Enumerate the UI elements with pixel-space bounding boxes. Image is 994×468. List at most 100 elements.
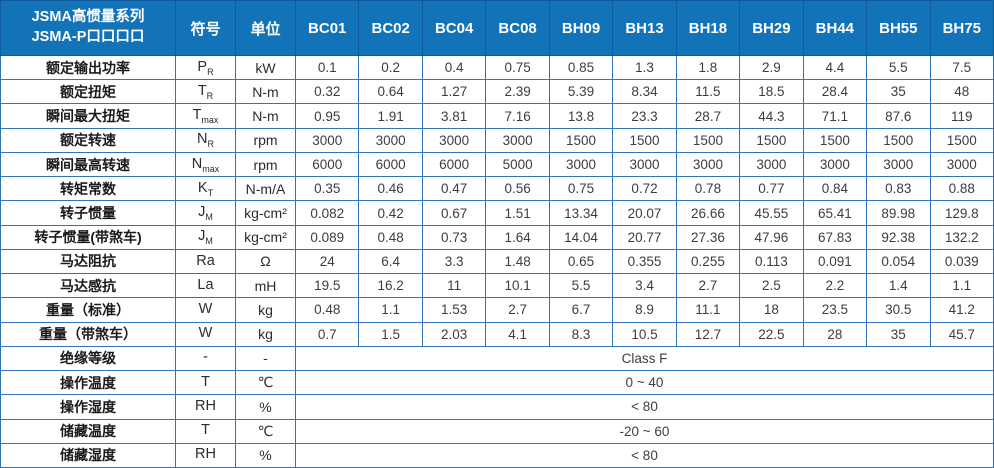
column-header-model: BC08 [485, 0, 550, 56]
cell-value: 1.53 [421, 297, 487, 323]
symbol-main: RH [195, 397, 216, 414]
symbol-main: T [201, 373, 210, 390]
cell-value: 0.355 [612, 248, 677, 275]
row-symbol: TR [175, 79, 236, 105]
cell-value: 2.7 [485, 297, 550, 323]
column-header-model: BH29 [739, 0, 804, 56]
cell-value: 3000 [739, 151, 804, 178]
cell-value: 6000 [421, 151, 487, 178]
cell-value: 0.255 [675, 248, 741, 275]
cell-value: 3000 [294, 127, 360, 153]
row-label: 马达阻抗 [0, 248, 176, 275]
cell-value: 47.96 [739, 224, 804, 250]
cell-value: 89.98 [866, 200, 931, 226]
cell-value: 23.5 [802, 297, 868, 323]
row-unit: N-m [235, 103, 296, 129]
cell-value: 19.5 [294, 273, 360, 299]
column-header-model: BH55 [866, 0, 931, 56]
cell-value: 92.38 [866, 224, 931, 250]
cell-value: 2.7 [675, 273, 741, 299]
series-title-line1: JSMA高惯量系列 [31, 9, 145, 26]
symbol-main: J [198, 204, 206, 221]
cell-value: 10.5 [612, 321, 677, 347]
column-header-model: BH13 [612, 0, 677, 56]
cell-value: 11.1 [675, 297, 741, 323]
cell-value: 3.3 [421, 248, 487, 275]
row-symbol: JM [175, 224, 236, 250]
row-unit: - [235, 345, 296, 372]
symbol-main: N [197, 131, 208, 148]
row-label: 瞬间最大扭矩 [0, 103, 176, 129]
row-symbol: KT [175, 176, 236, 202]
merged-value: < 80 [295, 442, 994, 468]
cell-value: 0.77 [739, 176, 804, 202]
column-header-model: BH75 [929, 0, 994, 56]
row-label: 瞬间最高转速 [0, 151, 176, 178]
row-label: 额定转速 [0, 127, 176, 153]
cell-value: 0.46 [358, 176, 423, 202]
row-symbol: NR [175, 127, 236, 153]
cell-value: 45.55 [739, 200, 804, 226]
column-header-model: BC04 [421, 0, 487, 56]
cell-value: 26.66 [675, 200, 741, 226]
cell-value: 0.082 [294, 200, 360, 226]
cell-value: 27.36 [675, 224, 741, 250]
symbol-main: La [197, 276, 214, 293]
table-row: 操作湿度 RH% < 80 [0, 394, 994, 420]
table-row: 转子惯量(带煞车) JM kg-cm² 0.089 0.48 0.73 1.64 14.04 2… [0, 224, 994, 250]
column-header-model: BC01 [294, 0, 360, 56]
cell-value: 28.4 [802, 79, 868, 105]
column-header-model: BH18 [675, 0, 741, 56]
table-row: 转子惯量 JM kg-cm² 0.082 0.42 0.67 1.51 13.34 20.07 2… [0, 200, 994, 226]
cell-value: 0.7 [294, 321, 360, 347]
row-unit: kg-cm² [235, 224, 296, 250]
cell-value: 1500 [612, 127, 677, 153]
row-symbol: T [175, 418, 236, 444]
cell-value: 20.77 [612, 224, 677, 250]
cell-value: 0.72 [612, 176, 677, 202]
cell-value: 0.1 [294, 54, 360, 81]
row-unit: mH [235, 273, 296, 299]
row-label: 转矩常数 [0, 176, 176, 202]
cell-value: 3000 [866, 151, 931, 178]
cell-value: 6000 [294, 151, 360, 178]
row-label: 马达感抗 [0, 273, 176, 299]
cell-value: 41.2 [929, 297, 994, 323]
cell-value: 8.34 [612, 79, 677, 105]
table-row: 瞬间最高转速 Nmax rpm 6000 6000 6000 5000 3000 3000 300… [0, 151, 994, 178]
symbol-subscript: max [202, 163, 220, 174]
cell-value: 1500 [675, 127, 741, 153]
symbol-main: T [192, 107, 202, 124]
cell-value: 1500 [866, 127, 931, 153]
cell-value: 0.47 [421, 176, 487, 202]
cell-value: 2.9 [739, 54, 804, 81]
cell-value: 18 [739, 297, 804, 323]
cell-value: 11.5 [675, 79, 741, 105]
cell-value: 1.27 [421, 79, 487, 105]
cell-value: 0.85 [548, 54, 614, 81]
row-label: 操作湿度 [0, 394, 176, 420]
cell-value: 13.34 [548, 200, 614, 226]
row-symbol: - [175, 345, 236, 372]
spec-table-body: 额定输出功率 PR kW 0.1 0.2 0.4 0.75 0.85 1.3 1.8 2.9 4.4 5… [0, 54, 994, 468]
cell-value: 4.1 [485, 321, 550, 347]
row-symbol: W [175, 297, 236, 323]
cell-value: 3000 [421, 127, 487, 153]
cell-value: 3000 [929, 151, 994, 178]
row-label: 操作温度 [0, 370, 176, 396]
table-row: 转矩常数 KT N-m/A 0.35 0.46 0.47 0.56 0.75 0.72 0.78 0… [0, 176, 994, 202]
cell-value: 35 [866, 79, 931, 105]
row-unit: ℃ [235, 418, 296, 444]
cell-value: 3000 [548, 151, 614, 178]
symbol-main: T [197, 82, 207, 99]
symbol-subscript: max [201, 115, 219, 126]
cell-value: 18.5 [739, 79, 804, 105]
row-unit: kg [235, 297, 296, 323]
cell-value: 2.03 [421, 321, 487, 347]
cell-value: 22.5 [739, 321, 804, 347]
cell-value: 0.091 [802, 248, 868, 275]
row-unit: % [235, 442, 296, 468]
